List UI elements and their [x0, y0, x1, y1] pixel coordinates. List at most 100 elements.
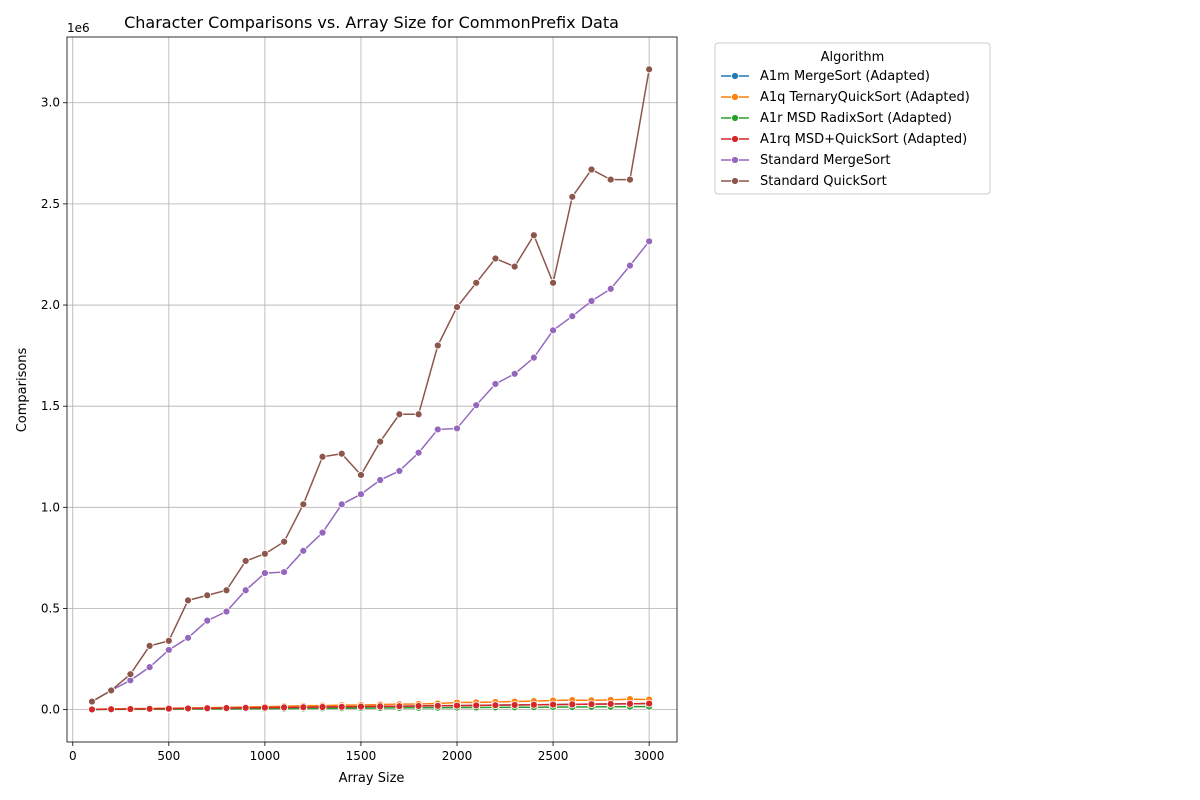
legend-label: A1rq MSD+QuickSort (Adapted)	[760, 132, 967, 147]
data-point	[318, 703, 327, 711]
data-point	[357, 471, 365, 479]
data-point	[626, 699, 634, 708]
series-group	[88, 699, 654, 714]
data-point	[107, 686, 116, 695]
axes: 0 500 1000 1500 2000 2500 3000 0.0 0.5 1.0 1.5 2.0 2…	[41, 36, 678, 763]
x-axis-label: Array Size	[339, 771, 405, 786]
data-point	[395, 702, 404, 711]
x-tick-label: 2000	[442, 749, 473, 763]
data-point	[280, 537, 289, 546]
data-point	[164, 704, 173, 713]
data-point	[145, 642, 154, 650]
data-point	[88, 697, 96, 706]
data-point	[145, 663, 154, 672]
data-point	[433, 341, 442, 350]
y-axis-label: Comparisons	[15, 347, 30, 432]
data-point	[491, 701, 500, 710]
legend-marker	[731, 156, 739, 164]
legend-label: A1r MSD RadixSort (Adapted)	[760, 111, 952, 126]
data-point	[280, 703, 289, 712]
data-point	[126, 670, 135, 679]
legend-title: Algorithm	[821, 50, 885, 65]
data-point	[337, 449, 346, 458]
data-point	[203, 704, 212, 713]
grid	[67, 37, 677, 742]
data-point	[395, 467, 404, 475]
data-point	[414, 702, 423, 710]
data-point	[568, 192, 577, 201]
x-tick-label: 3000	[634, 749, 665, 763]
data-point	[260, 549, 269, 558]
data-point	[88, 705, 96, 714]
y-offset-label: 1e6	[67, 21, 90, 35]
y-tick-label: 3.0	[41, 96, 60, 110]
data-point	[491, 254, 500, 263]
legend-marker	[731, 93, 739, 101]
y-tick-label: 2.0	[41, 298, 60, 312]
series-group	[88, 65, 654, 706]
data-point	[491, 380, 500, 388]
data-point	[626, 175, 634, 184]
series	[88, 65, 654, 714]
series-line	[91, 240, 650, 703]
data-point	[299, 703, 308, 712]
plot-frame	[66, 36, 678, 743]
data-point	[414, 448, 423, 457]
data-point	[241, 557, 250, 565]
x-tick-label: 1500	[346, 749, 377, 763]
x-tick-label: 0	[69, 749, 77, 763]
data-point	[510, 701, 519, 709]
y-tick-label: 2.5	[41, 197, 60, 211]
data-point	[453, 424, 461, 433]
data-point	[164, 646, 173, 654]
data-point	[357, 702, 365, 711]
data-point	[299, 546, 308, 555]
data-point	[337, 702, 346, 711]
data-point	[318, 528, 327, 537]
data-point	[453, 701, 461, 710]
y-tick-label: 1.5	[41, 399, 60, 413]
data-point	[568, 700, 577, 709]
data-point	[587, 700, 596, 709]
data-point	[318, 452, 327, 461]
x-tick-label: 500	[157, 749, 180, 763]
data-point	[549, 326, 557, 335]
data-point	[645, 699, 654, 708]
data-point	[510, 369, 519, 378]
data-point	[626, 261, 634, 270]
series-group	[88, 237, 654, 706]
data-point	[107, 705, 116, 714]
data-point	[433, 701, 442, 710]
data-point	[376, 437, 385, 446]
data-point	[222, 586, 231, 595]
data-point	[606, 284, 615, 293]
data-point	[280, 568, 289, 576]
data-point	[357, 490, 365, 499]
data-point	[587, 297, 596, 305]
legend-label: Standard MergeSort	[760, 153, 891, 168]
data-point	[164, 636, 173, 645]
data-point	[260, 569, 269, 577]
legend-marker	[731, 114, 739, 122]
legend-marker	[731, 177, 739, 185]
data-point	[645, 65, 654, 74]
data-point	[260, 703, 269, 712]
data-point	[241, 703, 250, 712]
data-point	[337, 500, 346, 509]
data-point	[645, 237, 654, 246]
data-point	[241, 586, 250, 595]
data-point	[184, 596, 192, 605]
y-tick-label: 1.0	[41, 500, 60, 514]
data-point	[376, 702, 385, 711]
legend-marker	[731, 72, 739, 80]
data-point	[222, 704, 231, 712]
data-point	[529, 231, 538, 240]
x-tick-label: 2500	[538, 749, 569, 763]
data-point	[203, 591, 212, 600]
data-point	[472, 401, 481, 410]
data-point	[510, 262, 519, 271]
data-point	[433, 425, 442, 434]
data-point	[529, 353, 538, 362]
data-point	[184, 704, 192, 713]
